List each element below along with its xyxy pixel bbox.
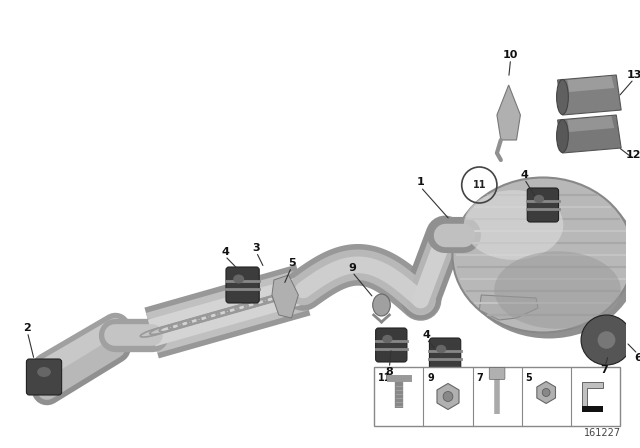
Text: 12: 12 — [626, 150, 640, 160]
Text: 5: 5 — [525, 373, 532, 383]
Text: 7: 7 — [476, 373, 483, 383]
Text: 2: 2 — [24, 323, 31, 333]
Ellipse shape — [557, 120, 568, 152]
Ellipse shape — [464, 190, 563, 260]
Bar — [582, 406, 603, 413]
Polygon shape — [557, 75, 621, 115]
Ellipse shape — [557, 79, 568, 115]
Ellipse shape — [436, 345, 446, 353]
Text: 4: 4 — [520, 170, 528, 180]
Polygon shape — [567, 76, 614, 92]
Polygon shape — [557, 115, 621, 153]
Bar — [374, 367, 620, 426]
Ellipse shape — [581, 315, 632, 365]
Text: 11: 11 — [472, 180, 486, 190]
FancyBboxPatch shape — [489, 367, 505, 379]
Circle shape — [542, 388, 550, 396]
Ellipse shape — [534, 195, 544, 203]
Polygon shape — [479, 295, 538, 320]
Ellipse shape — [452, 177, 634, 332]
Ellipse shape — [372, 294, 390, 316]
Ellipse shape — [458, 184, 639, 339]
Text: 7: 7 — [601, 365, 609, 375]
FancyBboxPatch shape — [226, 267, 259, 303]
Text: 3: 3 — [252, 243, 260, 253]
Text: 1: 1 — [417, 177, 424, 187]
FancyBboxPatch shape — [527, 188, 559, 222]
FancyBboxPatch shape — [26, 359, 61, 395]
Text: 4: 4 — [221, 247, 229, 257]
Text: 8: 8 — [385, 367, 393, 377]
Text: 13: 13 — [626, 70, 640, 80]
Ellipse shape — [633, 230, 640, 250]
Text: 4: 4 — [422, 330, 431, 340]
FancyBboxPatch shape — [429, 338, 461, 372]
Text: 9: 9 — [348, 263, 356, 273]
Ellipse shape — [37, 367, 51, 377]
Ellipse shape — [233, 275, 244, 284]
Text: 161227: 161227 — [584, 428, 621, 438]
Text: 5: 5 — [288, 258, 295, 268]
Ellipse shape — [494, 251, 621, 329]
FancyBboxPatch shape — [376, 328, 407, 362]
Text: 10: 10 — [503, 50, 518, 60]
Polygon shape — [272, 275, 298, 318]
Ellipse shape — [598, 331, 616, 349]
Text: 11: 11 — [378, 373, 392, 383]
Polygon shape — [497, 85, 520, 140]
Text: 9: 9 — [428, 373, 434, 383]
Polygon shape — [567, 116, 614, 132]
Circle shape — [443, 392, 453, 401]
Polygon shape — [582, 383, 603, 410]
Text: 6: 6 — [634, 353, 640, 363]
Ellipse shape — [382, 335, 392, 343]
